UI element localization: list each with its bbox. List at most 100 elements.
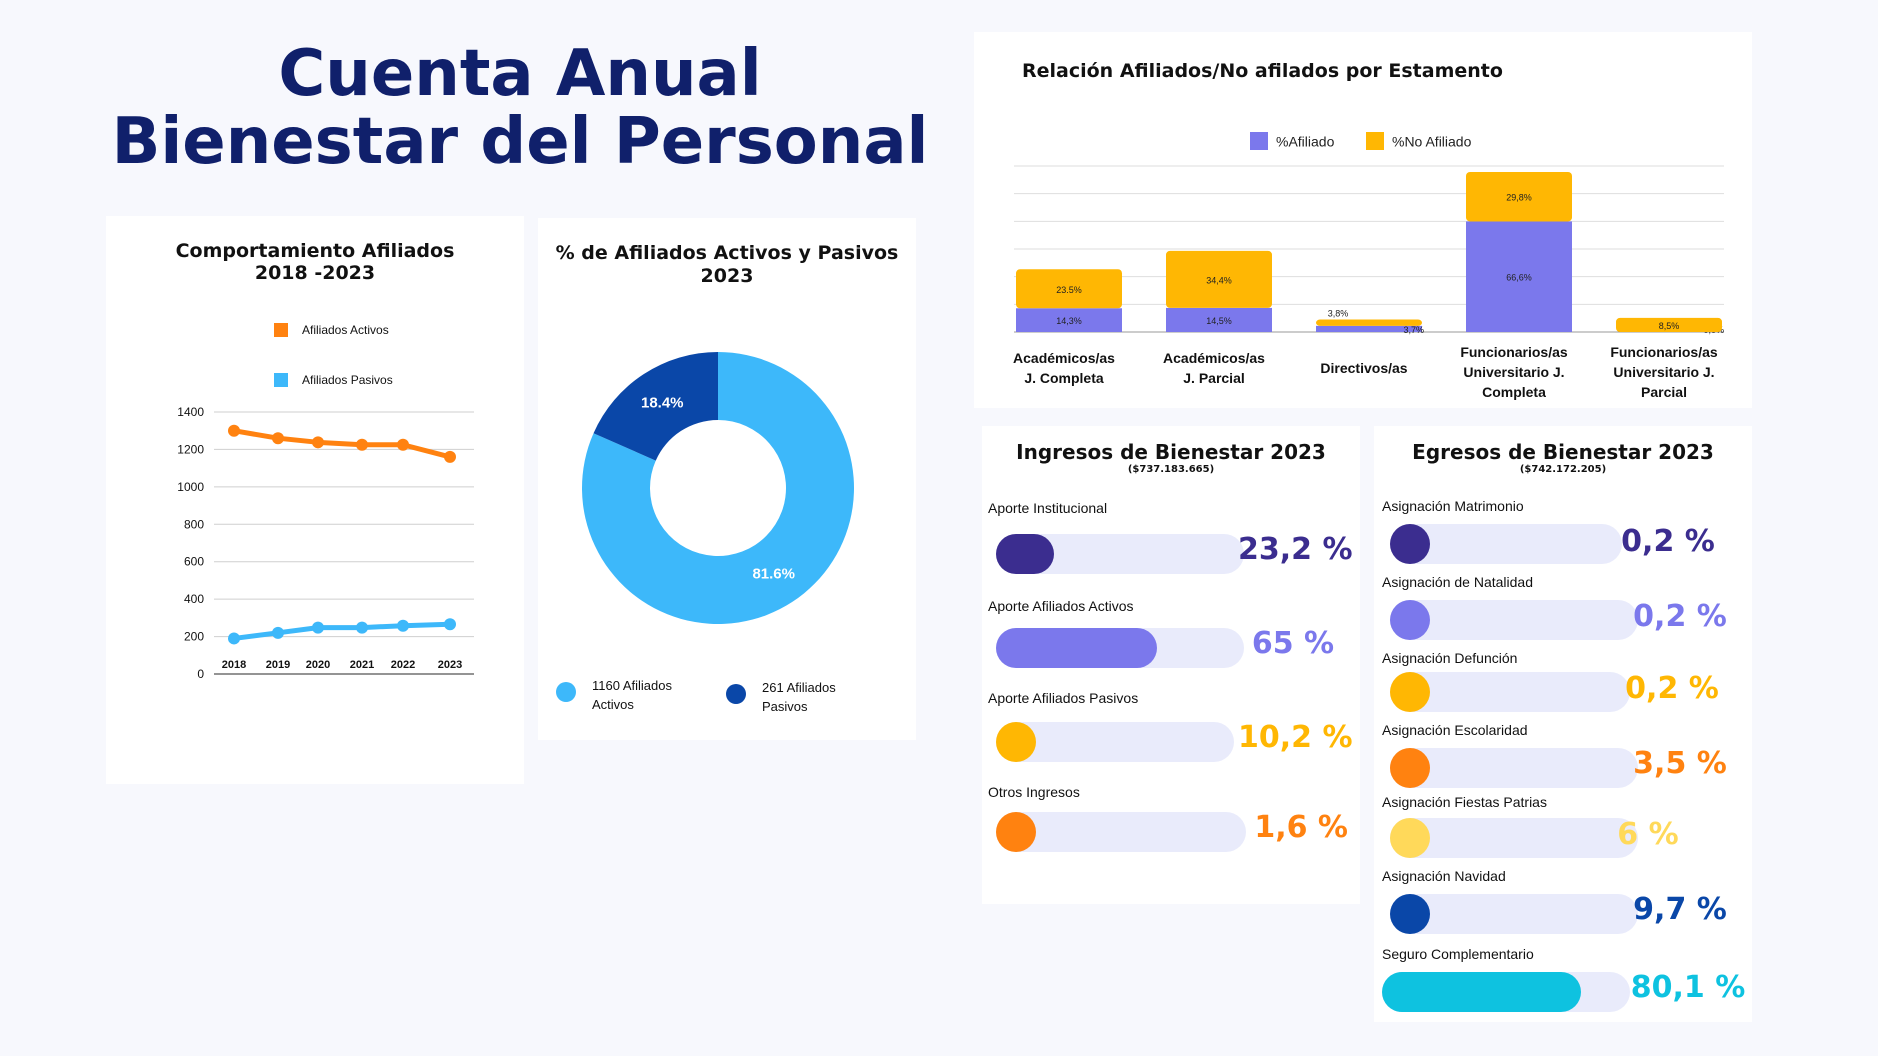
egreso-track [1390, 672, 1630, 712]
data-point [312, 436, 324, 449]
legend-label-activos: Afiliados Activos [302, 322, 389, 337]
data-point [272, 432, 284, 445]
legend-label-pasivos: Afiliados Pasivos [302, 372, 393, 387]
egreso-label: Asignación Fiestas Patrias [1382, 794, 1547, 810]
ingreso-label: Aporte Institucional [988, 500, 1108, 516]
ingreso-label: Aporte Afiliados Activos [988, 598, 1134, 614]
data-point [444, 618, 456, 631]
line-legend-item-pasivos: Afiliados Pasivos [274, 372, 393, 387]
ingreso-bar [996, 628, 1158, 668]
page-title: Cuenta Anual Bienestar del Personal [110, 40, 930, 176]
stacked-bar-card: Relación Afiliados/No afilados por Estam… [974, 32, 1752, 408]
legend-label-no-afiliado: %No Afiliado [1392, 133, 1472, 150]
egreso-percent: 0,2 % [1633, 599, 1727, 634]
y-tick-label: 800 [184, 517, 204, 531]
egreso-track [1390, 600, 1638, 640]
egreso-track [1390, 894, 1638, 934]
legend-label-pasivos-1: 261 Afiliados [762, 680, 836, 695]
bar-segment [1016, 269, 1122, 309]
donut-chart: 81.6% 18.4% [582, 352, 854, 624]
data-point [397, 438, 409, 451]
ingreso-label: Aporte Afiliados Pasivos [988, 690, 1139, 706]
donut-slice [593, 352, 718, 461]
line-chart: 0 200 400 600 800 1000 1200 1400 2018 2019 2020 202… [177, 405, 474, 681]
series-line [231, 428, 453, 460]
egreso-percent: 6 % [1617, 817, 1679, 852]
bar-value-label: 29,8% [1506, 193, 1532, 203]
x-tick-label: 2019 [266, 659, 290, 671]
egreso-bar [1390, 524, 1430, 564]
egreso-track [1390, 748, 1638, 788]
data-point [312, 621, 324, 634]
data-point [228, 424, 240, 437]
page-title-line2: Bienestar del Personal [111, 105, 929, 179]
ingresos-subtitle: ($737.183.665) [1127, 464, 1215, 475]
bar-category-label: Académicos/as J. Completa [1013, 350, 1115, 386]
bar-segment [1316, 325, 1422, 332]
legend-swatch-activos [274, 322, 288, 337]
line-chart-title-line2: 2018 -2023 [254, 262, 376, 284]
donut-slice [582, 352, 854, 624]
bar-value-label: 23.5% [1056, 285, 1082, 295]
bar-category-label: Funcionarios/as Universitario J. Parcial [1610, 344, 1718, 400]
y-tick-label: 1400 [177, 405, 204, 419]
bar-segment [1316, 319, 1422, 326]
donut-chart-title-line2: 2023 [700, 265, 754, 287]
bar-value-label: 66,6% [1506, 273, 1532, 283]
legend-label-afiliado: %Afiliado [1276, 133, 1335, 150]
legend-swatch-afiliado [1250, 132, 1268, 151]
egreso-label: Asignación Escolaridad [1382, 722, 1528, 738]
legend-label-activos-2: Activos [592, 697, 634, 712]
bar-value-label: 14,5% [1206, 316, 1232, 326]
legend-swatch-no-afiliado [1366, 132, 1384, 151]
egreso-track [1390, 818, 1638, 858]
bar-category-label: Académicos/as J. Parcial [1163, 350, 1265, 386]
x-tick-label: 2020 [306, 659, 330, 671]
egreso-percent: 0,2 % [1625, 671, 1719, 706]
ingreso-bar [996, 534, 1054, 574]
egreso-bar [1390, 600, 1430, 640]
ingresos-card: Ingresos de Bienestar 2023 ($737.183.665… [982, 426, 1360, 904]
ingreso-percent: 65 % [1251, 626, 1335, 661]
bar-segment [1466, 221, 1572, 332]
egreso-bar [1390, 894, 1430, 934]
egreso-label: Asignación Matrimonio [1382, 498, 1524, 514]
data-point [228, 632, 240, 645]
x-tick-label: 2022 [391, 659, 415, 671]
bar-segment [1016, 308, 1122, 332]
data-point [356, 621, 368, 634]
bar-value-label: 8,5% [1659, 321, 1680, 331]
bar-value-label: 3,7% [1403, 325, 1424, 335]
ingreso-track [996, 628, 1244, 668]
legend-dot-activos [556, 682, 576, 702]
ingreso-percent: 10,2 % [1238, 720, 1353, 755]
legend-swatch-pasivos [274, 372, 288, 387]
data-point [444, 450, 456, 463]
egreso-percent: 80,1 % [1630, 970, 1746, 1005]
bar-value-label: 14,3% [1056, 316, 1082, 326]
egresos-card: Egresos de Bienestar 2023 ($742.172.205)… [1374, 426, 1752, 1022]
egreso-percent: 3,5 % [1633, 746, 1727, 781]
egreso-bar [1390, 748, 1430, 788]
donut-legend-item-pasivos: 261 Afiliados Pasivos [726, 678, 836, 716]
stacked-bar-title: Relación Afiliados/No afilados por Estam… [1022, 60, 1503, 82]
egreso-label: Seguro Complementario [1382, 946, 1534, 962]
bar-legend-item-afiliado: %Afiliado [1250, 132, 1335, 151]
ingreso-track [996, 812, 1246, 852]
egreso-percent: 9,7 % [1633, 892, 1727, 927]
egreso-percent: 0,2 % [1621, 524, 1715, 559]
y-tick-label: 600 [184, 555, 204, 569]
bar-legend-item-no-afiliado: %No Afiliado [1366, 132, 1472, 151]
data-point [272, 626, 284, 639]
egreso-track [1382, 972, 1630, 1012]
y-tick-label: 0 [197, 667, 204, 681]
y-tick-label: 400 [184, 592, 204, 606]
ingreso-percent: 1,6 % [1254, 810, 1348, 845]
donut-chart-title-line1: % de Afiliados Activos y Pasivos [555, 242, 899, 264]
egreso-track [1390, 524, 1622, 564]
data-point [356, 438, 368, 451]
x-tick-label: 2021 [350, 659, 374, 671]
egreso-bar [1390, 818, 1430, 858]
egreso-label: Asignación Defunción [1382, 650, 1518, 666]
y-tick-label: 1000 [177, 480, 204, 494]
